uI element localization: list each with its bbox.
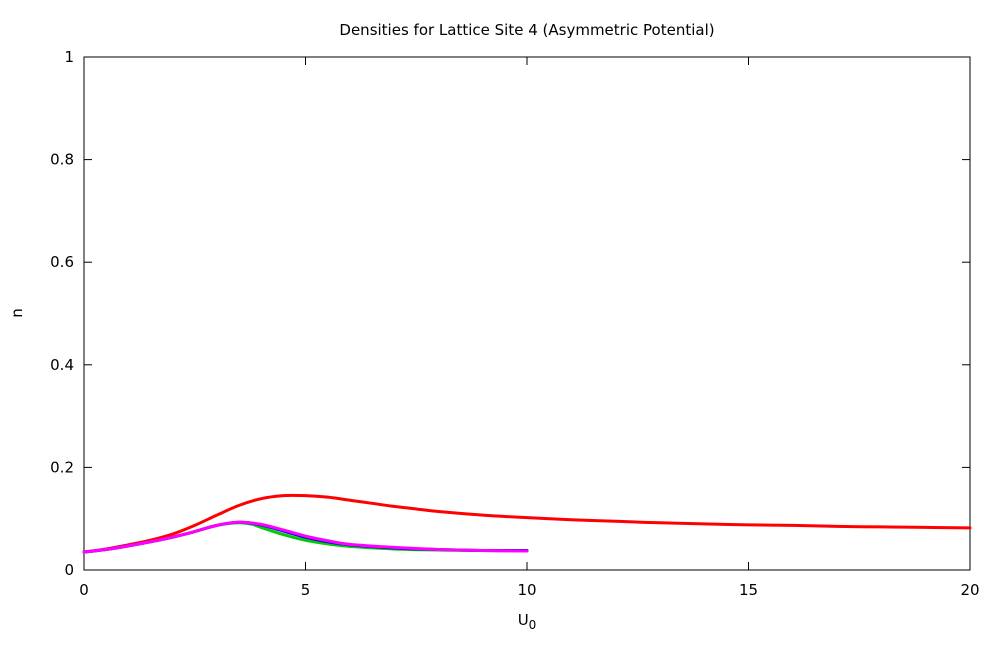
- plot-frame: [83, 56, 971, 571]
- x-tick-label: 15: [739, 581, 758, 599]
- x-axis-label-subscript: 0: [529, 618, 537, 632]
- series-line-4: [82, 520, 529, 554]
- series-group: [82, 493, 972, 554]
- y-tick-label: 0.2: [50, 458, 74, 476]
- axis-ticks: 0 5 10 15 20 0 0.2 0.4 0.6 0.8 1: [50, 48, 979, 599]
- series-line-1: [82, 493, 972, 554]
- y-axis-label: n: [8, 308, 26, 318]
- y-tick-label: 0: [64, 561, 74, 579]
- y-tick-label: 0.8: [50, 151, 74, 169]
- chart-title: Densities for Lattice Site 4 (Asymmetric…: [339, 21, 714, 39]
- x-tick-label: 5: [301, 581, 311, 599]
- y-tick-label: 0.6: [50, 253, 74, 271]
- x-tick-label: 10: [517, 581, 536, 599]
- x-axis-label-main: U: [518, 611, 529, 629]
- y-tick-label: 0.4: [50, 356, 74, 374]
- x-tick-label: 20: [960, 581, 979, 599]
- y-tick-label: 1: [64, 48, 74, 66]
- x-axis-label: U0: [518, 611, 537, 632]
- x-tick-label: 0: [79, 581, 89, 599]
